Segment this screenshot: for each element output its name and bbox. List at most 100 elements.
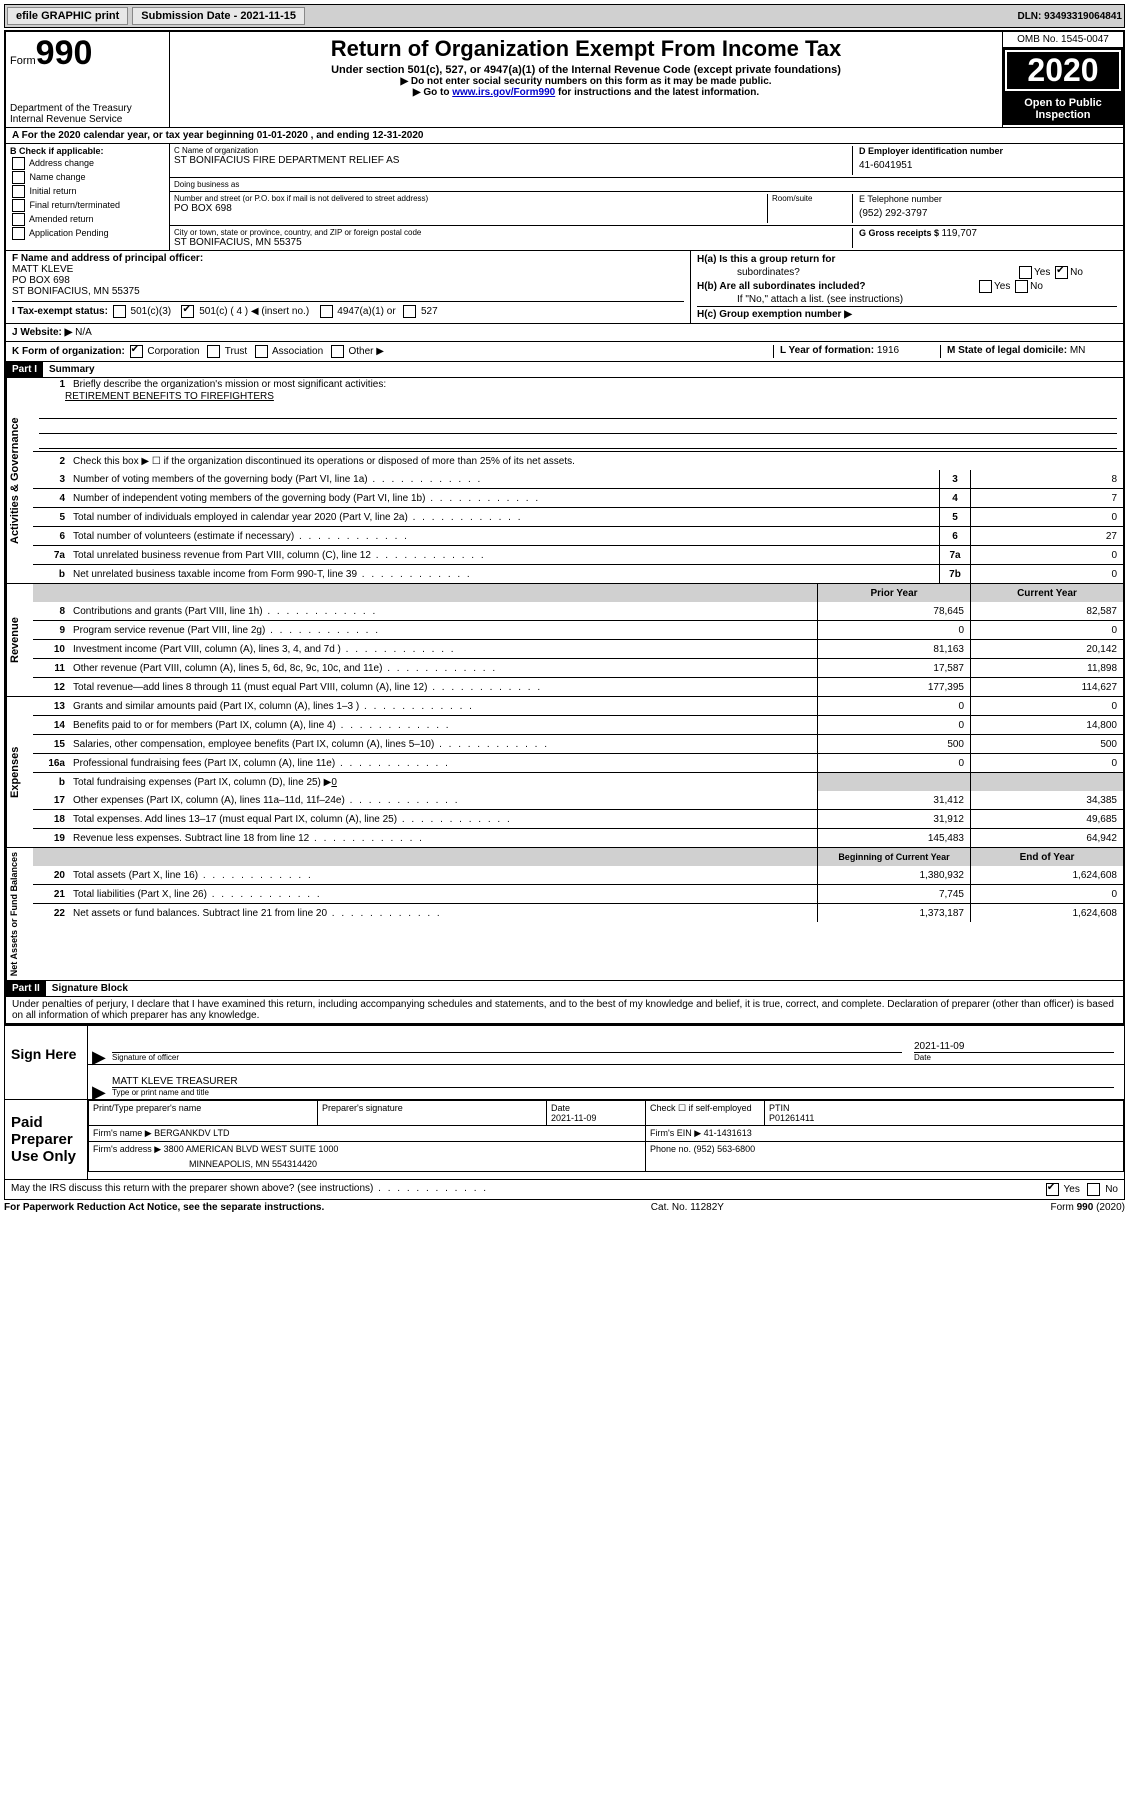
line-11: 11 Other revenue (Part VIII, column (A),…: [33, 658, 1123, 677]
officer-addr2: ST BONIFACIUS, MN 55375: [12, 286, 684, 297]
part1-tag: Part I: [6, 362, 43, 377]
chk-amended[interactable]: Amended return: [10, 213, 165, 226]
note2-pre: ▶ Go to: [413, 87, 452, 98]
perjury-text: Under penalties of perjury, I declare th…: [6, 997, 1123, 1024]
website-label: J Website: ▶: [12, 327, 72, 338]
chk-other[interactable]: [331, 345, 344, 358]
ha-no-chk[interactable]: [1055, 266, 1068, 279]
ha-yes-chk[interactable]: [1019, 266, 1032, 279]
l16b-num: b: [33, 776, 69, 789]
line-3: 3 Number of voting members of the govern…: [33, 470, 1123, 488]
paid-preparer-block: Paid Preparer Use Only Print/Type prepar…: [4, 1100, 1125, 1180]
submission-date-button[interactable]: Submission Date - 2021-11-15: [132, 7, 305, 25]
domicile-label: M State of legal domicile:: [947, 345, 1070, 356]
chk-final-return[interactable]: Final return/terminated: [10, 199, 165, 212]
sig-name: MATT KLEVE TREASURER: [112, 1076, 1114, 1087]
section-identity: B Check if applicable: Address change Na…: [6, 144, 1123, 251]
box-d: D Employer identification number 41-6041…: [852, 146, 1119, 175]
line-7a: 7a Total unrelated business revenue from…: [33, 545, 1123, 564]
gross-label: G Gross receipts $: [859, 228, 942, 238]
arrow-icon: ▶: [92, 1052, 106, 1062]
chk-address-change[interactable]: Address change: [10, 157, 165, 170]
summary-revenue: Revenue Prior Year Current Year 8 Contri…: [6, 583, 1123, 696]
chk-corp[interactable]: [130, 345, 143, 358]
header-center: Return of Organization Exempt From Incom…: [170, 32, 1002, 127]
summary-net-assets: Net Assets or Fund Balances Beginning of…: [6, 847, 1123, 980]
ha-label: H(a) Is this a group return for: [697, 254, 977, 265]
firm-phone: (952) 563-6800: [694, 1144, 756, 1154]
phone-value: (952) 292-3797: [859, 204, 1119, 223]
chk-assoc[interactable]: [255, 345, 268, 358]
paid-preparer-label: Paid Preparer Use Only: [5, 1100, 88, 1179]
hb-label: H(b) Are all subordinates included?: [697, 281, 977, 292]
dept-treasury: Department of the Treasury Internal Reve…: [10, 103, 165, 125]
vlabel-revenue: Revenue: [6, 584, 33, 696]
dln-label: DLN: 93493319064841: [1017, 11, 1122, 22]
org-name-label: C Name of organization: [174, 146, 852, 155]
opt-501c: 501(c) ( 4 ) ◀ (insert no.): [199, 306, 309, 317]
discuss-no-chk[interactable]: [1087, 1183, 1100, 1196]
header-left: Form990 Department of the Treasury Inter…: [6, 32, 170, 127]
ein-label: D Employer identification number: [859, 146, 1119, 156]
prep-selfemp: Check ☐ if self-employed: [646, 1101, 765, 1126]
cat-no: Cat. No. 11282Y: [651, 1202, 724, 1213]
ha-no: No: [1070, 267, 1083, 278]
chk-initial-return[interactable]: Initial return: [10, 185, 165, 198]
sign-here-label: Sign Here: [5, 1026, 88, 1099]
opt-other: Other ▶: [348, 346, 383, 357]
form-990-container: Form990 Department of the Treasury Inter…: [4, 30, 1125, 1026]
firm-city: MINNEAPOLIS, MN 554314420: [89, 1157, 646, 1172]
hb-yes: Yes: [994, 281, 1010, 292]
irs-link[interactable]: www.irs.gov/Form990: [452, 87, 555, 98]
year-formation: 1916: [877, 345, 899, 356]
l1-label: Briefly describe the organization's miss…: [69, 378, 1123, 391]
open-to-public: Open to Public Inspection: [1003, 93, 1123, 125]
domicile: MN: [1070, 345, 1086, 356]
opt-trust: Trust: [225, 346, 247, 357]
box-city-row: City or town, state or province, country…: [170, 226, 1123, 250]
phone-label: E Telephone number: [859, 194, 1119, 204]
ptin-label: PTIN: [769, 1103, 790, 1113]
firm-phone-label: Phone no.: [650, 1144, 691, 1154]
box-f: F Name and address of principal officer:…: [6, 251, 690, 323]
note2-post: for instructions and the latest informat…: [555, 87, 759, 98]
line-15: 15 Salaries, other compensation, employe…: [33, 734, 1123, 753]
hb-yes-chk[interactable]: [979, 280, 992, 293]
ha-yes: Yes: [1034, 267, 1050, 278]
box-g: G Gross receipts $ 119,707: [852, 228, 1119, 248]
chk-527[interactable]: [403, 305, 416, 318]
city-value: ST BONIFACIUS, MN 55375: [174, 237, 852, 248]
hb-no-chk[interactable]: [1015, 280, 1028, 293]
part1-title: Summary: [43, 362, 1123, 377]
hdr-eoy: End of Year: [970, 848, 1123, 866]
box-c-d-wrapper: C Name of organization ST BONIFACIUS FIR…: [170, 144, 1123, 250]
chk-4947[interactable]: [320, 305, 333, 318]
chk-501c3[interactable]: [113, 305, 126, 318]
prep-date-hdr: Date: [551, 1103, 570, 1113]
box-h: H(a) Is this a group return for subordin…: [690, 251, 1123, 323]
note-link: ▶ Go to www.irs.gov/Form990 for instruct…: [178, 87, 994, 98]
vlabel-net: Net Assets or Fund Balances: [6, 848, 33, 980]
line-a-tax-year: A For the 2020 calendar year, or tax yea…: [6, 128, 1123, 144]
box-dba-row: Doing business as: [170, 178, 1123, 192]
chk-name-change[interactable]: Name change: [10, 171, 165, 184]
chk-501c[interactable]: [181, 305, 194, 318]
form-subtitle: Under section 501(c), 527, or 4947(a)(1)…: [178, 64, 994, 76]
opt-501c3: 501(c)(3): [131, 306, 172, 317]
preparer-table: Print/Type preparer's name Preparer's si…: [88, 1100, 1124, 1172]
top-toolbar: efile GRAPHIC print Submission Date - 20…: [4, 4, 1125, 28]
discuss-yes-chk[interactable]: [1046, 1183, 1059, 1196]
ein-value: 41-6041951: [859, 156, 1119, 175]
chk-trust[interactable]: [207, 345, 220, 358]
chk-app-pending[interactable]: Application Pending: [10, 227, 165, 240]
l2-text: Check this box ▶ ☐ if the organization d…: [69, 455, 1123, 468]
hb-note: If "No," attach a list. (see instruction…: [697, 294, 903, 305]
gross-value: 119,707: [942, 228, 977, 239]
year-formation-label: L Year of formation:: [780, 345, 877, 356]
sig-date: 2021-11-09: [914, 1041, 1114, 1052]
summary-governance: Activities & Governance 1Briefly describ…: [6, 378, 1123, 583]
line-20: 20 Total assets (Part X, line 16) 1,380,…: [33, 866, 1123, 884]
line-12: 12 Total revenue—add lines 8 through 11 …: [33, 677, 1123, 696]
firm-ein-label: Firm's EIN ▶: [650, 1128, 701, 1138]
efile-print-button[interactable]: efile GRAPHIC print: [7, 7, 128, 25]
